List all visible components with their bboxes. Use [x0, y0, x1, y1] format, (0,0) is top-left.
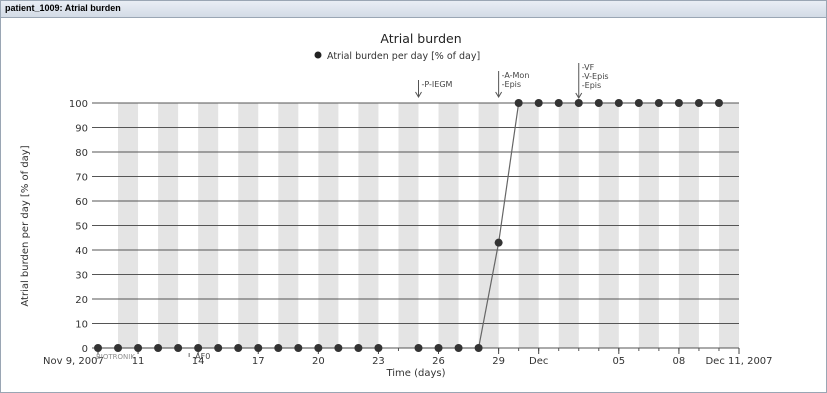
data-point — [134, 344, 143, 352]
x-tick-label: 17 — [252, 356, 265, 367]
data-point — [454, 344, 463, 352]
x-tick-label: 14 — [192, 356, 205, 367]
y-tick-label: 10 — [75, 320, 88, 331]
x-tick-label: 23 — [372, 356, 385, 367]
data-point — [514, 99, 523, 107]
annotation-arrow — [495, 91, 503, 98]
window-title: patient_1009: Atrial burden — [5, 3, 121, 13]
annotation-label: -V-Epis — [582, 72, 609, 81]
data-point — [494, 238, 503, 247]
data-point — [94, 344, 102, 352]
x-tick-label: Dec — [529, 356, 548, 367]
data-point — [554, 99, 563, 107]
data-point — [674, 99, 683, 107]
x-tick-label: 20 — [312, 356, 325, 367]
legend-label: Atrial burden per day [% of day] — [327, 51, 480, 62]
y-tick-label: 80 — [75, 148, 88, 159]
data-point — [614, 99, 623, 107]
x-axis-title: Time (days) — [385, 368, 445, 379]
data-point — [334, 344, 343, 352]
series-segment — [478, 242, 500, 349]
annotation-arrow — [415, 91, 422, 98]
data-point — [214, 344, 223, 352]
data-point — [634, 99, 643, 107]
data-point — [654, 99, 663, 107]
annotation-label: -Epis — [582, 81, 601, 90]
y-tick-label: 100 — [69, 99, 88, 110]
annotation-label: -Epis — [502, 80, 521, 89]
y-axis-title: Atrial burden per day [% of day] — [20, 145, 31, 306]
x-tick-label: 08 — [673, 356, 686, 367]
y-tick-label: 0 — [82, 344, 88, 355]
annotation-label: -VF — [582, 63, 595, 72]
y-tick-label: 90 — [75, 124, 88, 135]
y-tick-label: 40 — [75, 246, 88, 257]
data-point — [694, 99, 703, 107]
x-tick-label: Nov 9, 2007 — [43, 356, 104, 367]
data-point — [434, 344, 443, 352]
y-tick-label: 70 — [75, 173, 88, 184]
data-point — [474, 344, 483, 352]
data-point — [414, 344, 423, 352]
data-point — [314, 344, 323, 352]
y-tick-label: 60 — [75, 197, 88, 208]
x-tick-label: 29 — [492, 356, 505, 367]
legend-marker — [314, 51, 322, 59]
x-tick-label: 05 — [612, 356, 625, 367]
data-point — [154, 344, 163, 352]
data-point — [574, 99, 583, 107]
y-tick-label: 20 — [75, 295, 88, 306]
annotation-label: AF0 — [195, 352, 210, 361]
y-tick-label: 30 — [75, 271, 88, 282]
data-point — [174, 344, 183, 352]
data-point — [594, 99, 603, 107]
y-tick-label: 50 — [75, 222, 88, 233]
brand-watermark: BIOTRONIK — [96, 353, 135, 361]
data-point — [274, 344, 283, 352]
x-tick-label: 11 — [132, 356, 145, 367]
annotation-label: -A-Mon — [502, 71, 530, 80]
x-tick-label: 26 — [432, 356, 445, 367]
data-point — [714, 99, 723, 107]
chart-title: Atrial burden — [380, 31, 461, 46]
data-point — [114, 344, 123, 352]
data-point — [234, 344, 243, 352]
annotation-arrow — [575, 92, 583, 99]
window-titlebar: patient_1009: Atrial burden — [1, 1, 826, 18]
data-point — [294, 344, 303, 352]
data-point — [534, 99, 543, 107]
data-point — [354, 344, 363, 352]
annotation-label: -P-IEGM — [422, 80, 453, 89]
x-tick-label: Dec 11, 2007 — [705, 356, 772, 367]
data-point — [254, 344, 263, 352]
series-segment — [498, 102, 520, 243]
data-point — [374, 344, 383, 352]
data-point — [194, 344, 203, 352]
